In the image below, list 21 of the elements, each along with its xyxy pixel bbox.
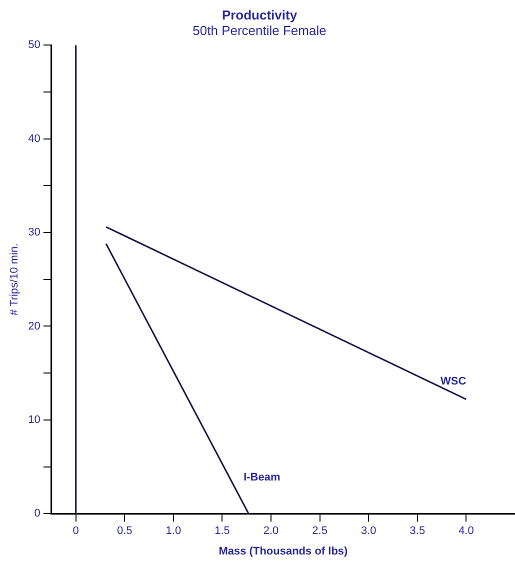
y-tick-label: 40	[28, 132, 40, 145]
y-tick-label: 30	[28, 226, 40, 239]
x-tick-label: 0	[72, 525, 79, 538]
x-tick-label: 0.5	[116, 525, 132, 538]
x-tick-label: 1.0	[166, 525, 182, 538]
x-axis-title: Mass (Thousands of lbs)	[218, 545, 348, 558]
series-label: WSC	[440, 375, 466, 388]
x-tick-label: 4.0	[458, 525, 474, 538]
x-tick-label: 2.0	[263, 525, 279, 538]
series-label: I-Beam	[244, 472, 280, 484]
x-tick-label: 2.5	[312, 525, 328, 538]
x-tick-label: 3.5	[410, 525, 426, 538]
y-tick-label: 50	[28, 39, 40, 52]
chart-subtitle: 50th Percentile Female	[192, 22, 326, 38]
x-tick-label: 3.0	[360, 525, 376, 538]
y-tick-label: 0	[34, 508, 40, 520]
chart-title: Productivity	[222, 7, 298, 22]
y-axis-title: # Trips/10 min.	[8, 243, 21, 316]
y-tick-label: 20	[28, 320, 40, 332]
x-tick-label: 1.5	[214, 525, 230, 538]
y-tick-label: 10	[28, 414, 40, 426]
